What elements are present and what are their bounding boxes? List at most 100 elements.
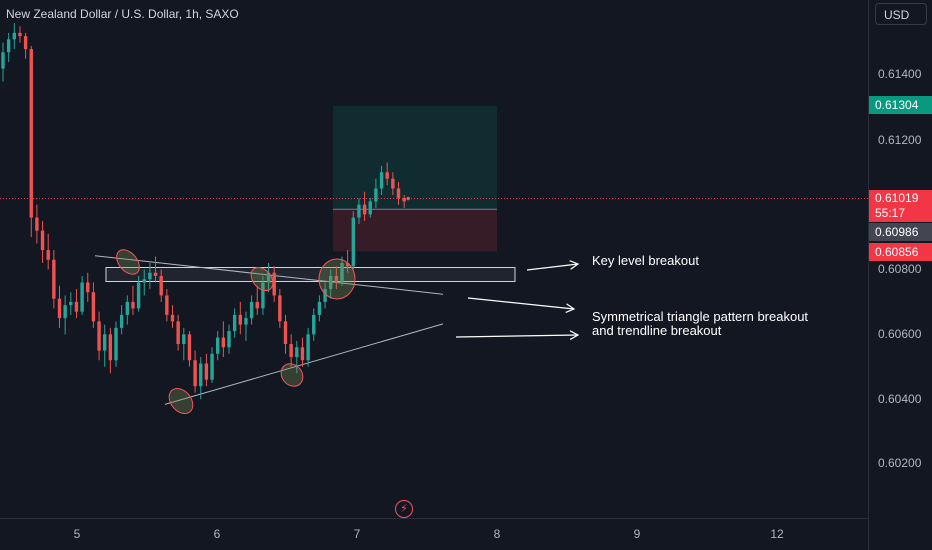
price-tick: 0.60600: [878, 327, 922, 341]
last-price-marker: [406, 196, 410, 201]
time-tick: 7: [353, 527, 361, 541]
candle-body: [295, 347, 299, 358]
last-price-badge: 0.61019 55:17: [869, 190, 932, 222]
candle-body: [210, 353, 214, 380]
annotation-arrow: [467, 297, 575, 310]
take-profit-zone: [333, 106, 497, 210]
candle-body: [374, 188, 378, 202]
time-axis[interactable]: 5 6 7 8 9 12: [0, 518, 868, 550]
price-tick: 0.61400: [878, 67, 922, 81]
key-level-annotation[interactable]: Key level breakout: [592, 253, 699, 268]
candle-body: [221, 337, 226, 348]
symbol-title: New Zealand Dollar / U.S. Dollar, 1h, SA…: [6, 7, 239, 21]
candle-body: [266, 272, 271, 283]
take-profit-badge: 0.61304: [869, 96, 932, 114]
candle-countdown: 55:17: [875, 206, 906, 220]
candle-body: [125, 301, 129, 315]
candle-body: [385, 172, 389, 179]
candle-body: [312, 314, 316, 335]
candle-body: [391, 178, 395, 189]
touch-point-marker: [168, 387, 194, 415]
candle-body: [244, 318, 248, 325]
candle-body: [91, 292, 96, 322]
ascending-trendline: [164, 323, 444, 405]
candle-body: [193, 360, 197, 387]
candle-body: [18, 32, 22, 37]
triangle-annotation[interactable]: Symmetrical triangle pattern breakout an…: [592, 310, 808, 338]
candle-body: [357, 204, 361, 218]
price-tick: 0.60400: [878, 392, 922, 406]
price-axis[interactable]: USD 0.61400 0.61304 0.61200 0.61019 55:1…: [868, 0, 932, 550]
price-tick: 0.61200: [878, 133, 922, 147]
lightning-icon[interactable]: ⚡: [395, 500, 413, 518]
price-chart[interactable]: [0, 0, 868, 518]
entry-price-badge: 0.60986: [869, 223, 932, 241]
triangle-annotation-line2: and trendline breakout: [592, 323, 722, 338]
candle-body: [340, 263, 344, 283]
candle-body: [23, 36, 28, 50]
candle-body: [159, 275, 163, 296]
candle-body: [63, 305, 67, 319]
candle-body: [402, 198, 406, 202]
candle-body: [216, 337, 220, 354]
candle-body: [165, 295, 169, 315]
candle-body: [86, 282, 90, 293]
candle-body: [52, 259, 56, 299]
candle-body: [148, 272, 152, 280]
candle-body: [300, 347, 305, 361]
candle-body: [351, 217, 355, 267]
key-level-zone: [105, 267, 516, 282]
annotation-arrowhead: [565, 303, 576, 314]
annotation-arrowhead: [569, 330, 580, 340]
candle-body: [40, 230, 45, 251]
time-tick: 9: [633, 527, 641, 541]
triangle-annotation-line1: Symmetrical triangle pattern breakout: [592, 309, 809, 324]
candle-body: [379, 172, 384, 189]
candle-body: [176, 321, 180, 345]
candle-body: [182, 334, 186, 345]
stop-loss-badge: 0.60856: [869, 243, 932, 261]
candle-body: [329, 275, 333, 289]
touch-point-marker: [116, 249, 140, 275]
candle-body: [131, 301, 135, 309]
candle-body: [317, 301, 322, 315]
candle-body: [306, 334, 310, 361]
candle-body: [334, 275, 339, 283]
candle-body: [103, 334, 107, 351]
candle-body: [261, 282, 265, 309]
candle-body: [46, 250, 50, 260]
candle-body: [238, 314, 242, 325]
price-tick: 0.60200: [878, 456, 922, 470]
candle-body: [289, 344, 293, 358]
annotation-arrow: [526, 263, 579, 271]
candle-body: [396, 188, 401, 199]
candle-body: [323, 288, 327, 302]
candle-body: [1, 52, 5, 69]
currency-selector[interactable]: USD: [875, 3, 927, 25]
time-tick: 8: [493, 527, 501, 541]
candle-body: [368, 201, 372, 215]
time-tick: 12: [770, 527, 784, 541]
candle-body: [97, 321, 101, 351]
candle-body: [362, 204, 367, 215]
candle-body: [29, 49, 33, 218]
candle-body: [232, 314, 237, 332]
time-tick: 6: [213, 527, 221, 541]
candle-body: [187, 334, 192, 361]
annotation-arrow: [455, 334, 579, 338]
candle-body: [345, 263, 350, 267]
candle-body: [6, 39, 11, 53]
touch-point-marker: [318, 258, 356, 300]
candle-body: [108, 334, 113, 361]
candle-body: [255, 301, 259, 309]
candle-body: [199, 363, 203, 387]
candle-body: [283, 321, 288, 345]
candle-body: [249, 301, 254, 319]
candle-body: [227, 331, 231, 348]
candle-body: [57, 298, 62, 319]
candle-body: [12, 32, 16, 40]
candle-body: [114, 327, 118, 361]
time-tick: 5: [73, 527, 81, 541]
candle-body: [170, 314, 175, 322]
candle-body: [80, 282, 84, 312]
